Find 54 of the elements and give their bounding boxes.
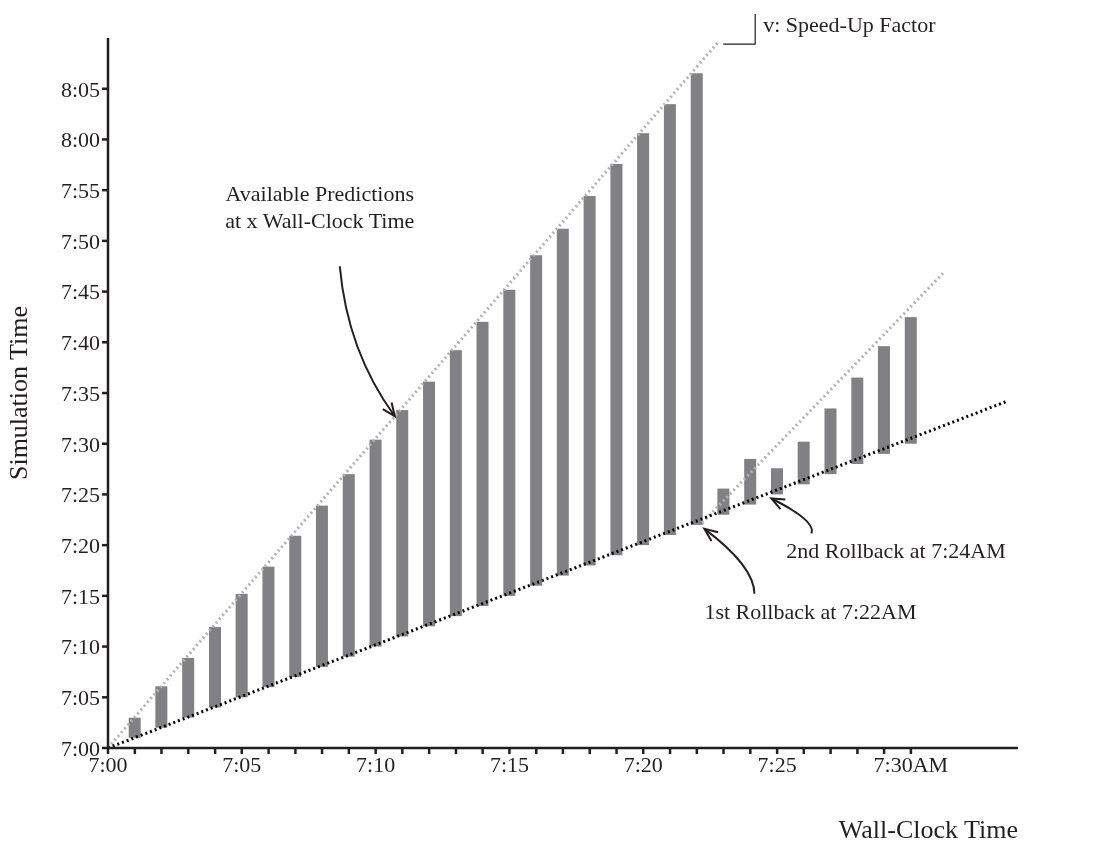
bar [396, 410, 409, 637]
y-tick-label: 8:00 [60, 127, 100, 153]
bar [369, 439, 382, 647]
bar [262, 566, 275, 688]
y-tick-label: 7:20 [60, 532, 100, 558]
bar [583, 196, 596, 566]
x-tick-label: 7:30AM [873, 751, 949, 777]
x-axis-title: Wall-Clock Time [838, 815, 1018, 844]
bar [877, 346, 890, 454]
bar [503, 289, 516, 596]
y-tick-label: 7:55 [60, 177, 100, 203]
bar [744, 458, 757, 505]
bar [155, 686, 168, 728]
bar [449, 350, 462, 617]
y-tick-label: 7:10 [60, 634, 100, 660]
bar [690, 73, 703, 525]
bar [182, 657, 195, 718]
y-axis-title: Simulation Time [4, 305, 34, 481]
bar [208, 627, 221, 708]
annotation: 1st Rollback at 7:22AM [704, 598, 917, 624]
x-tick-label: 7:05 [222, 751, 262, 777]
y-tick-label: 7:15 [60, 583, 100, 609]
bar [342, 474, 355, 657]
bar [904, 317, 917, 444]
bar [556, 228, 569, 576]
x-tick-label: 7:10 [356, 751, 396, 777]
bar [530, 255, 543, 586]
bar [289, 535, 302, 677]
bar [637, 133, 650, 546]
y-tick-label: 7:40 [60, 330, 100, 356]
y-tick-label: 7:30 [60, 431, 100, 457]
x-tick-label: 7:25 [757, 751, 797, 777]
y-tick-label: 7:25 [60, 482, 100, 508]
bar [128, 717, 141, 738]
text: v: Speed-Up Factor [763, 12, 937, 38]
bar [423, 381, 436, 627]
bar [610, 163, 623, 556]
x-tick-label: 7:15 [489, 751, 530, 777]
y-tick-label: 7:45 [60, 279, 100, 305]
x-tick-label: 7:20 [623, 751, 663, 777]
bar [824, 408, 837, 475]
bar [797, 441, 810, 485]
y-tick-label: 7:05 [60, 685, 100, 711]
annotation: 2nd Rollback at 7:24AM [786, 538, 1006, 564]
annotation: Available Predictions at x Wall-Clock Time [225, 181, 415, 234]
bar [235, 593, 248, 698]
bar [663, 104, 676, 536]
bar [771, 468, 784, 495]
bar [315, 505, 328, 667]
y-tick-label: 7:35 [60, 380, 100, 406]
y-tick-label: 7:50 [60, 228, 100, 254]
bar [476, 321, 489, 607]
bar [851, 377, 864, 464]
y-tick-label: 8:05 [60, 76, 100, 102]
